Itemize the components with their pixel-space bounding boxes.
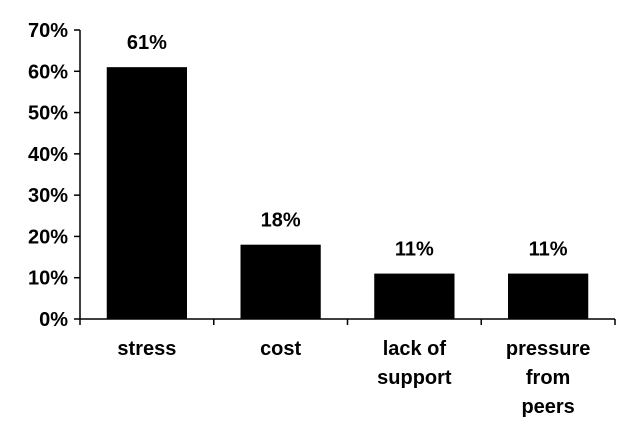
bar [374,273,455,319]
data-label: 61% [127,32,167,54]
bar [106,67,187,320]
y-tick-label: 0% [39,309,68,331]
y-tick-label: 30% [28,185,68,207]
category-label: cost [260,338,301,360]
y-tick-label: 20% [28,226,68,248]
category-label: lack of support [377,338,452,389]
data-label: 18% [261,210,301,232]
bar [508,273,589,319]
data-label: 11% [529,239,568,261]
chart-labels: 0% 10% 20% 30% 40% 50% 60% 70% 61% stress 18% cost 1… [28,20,590,418]
category-label: pressure from peers [506,338,591,418]
y-tick-label: 60% [28,61,68,83]
y-tick-label: 10% [28,268,68,290]
y-tick-label: 70% [28,20,68,42]
y-tick-label: 40% [28,144,68,166]
category-label: stress [117,338,176,360]
bar [240,244,321,319]
data-label: 11% [395,239,434,261]
y-tick-label: 50% [28,103,68,125]
chart-bars [106,67,589,320]
